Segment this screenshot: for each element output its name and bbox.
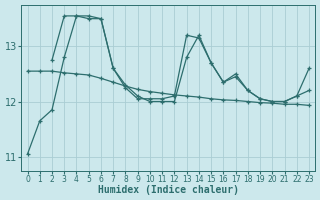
X-axis label: Humidex (Indice chaleur): Humidex (Indice chaleur) bbox=[98, 185, 239, 195]
